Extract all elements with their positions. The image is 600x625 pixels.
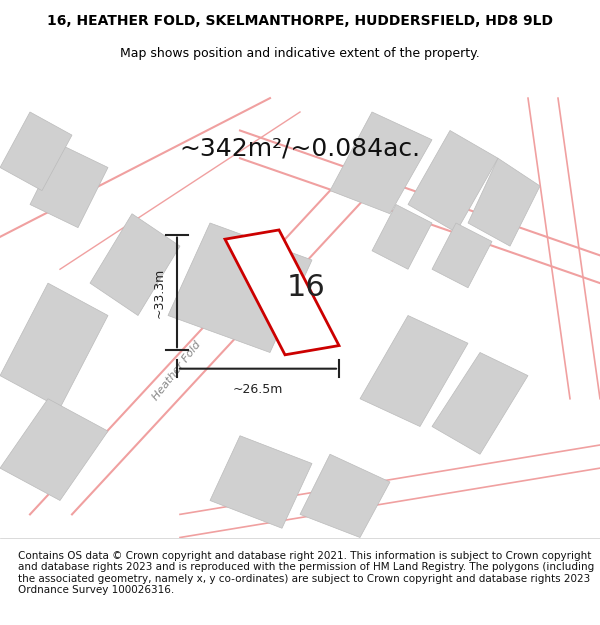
- Text: Heather Fold: Heather Fold: [151, 339, 203, 402]
- Polygon shape: [30, 144, 108, 228]
- Polygon shape: [330, 112, 432, 214]
- Text: ~33.3m: ~33.3m: [152, 268, 166, 318]
- Polygon shape: [225, 230, 339, 355]
- Polygon shape: [168, 223, 312, 352]
- Polygon shape: [0, 112, 72, 191]
- Text: 16: 16: [287, 273, 325, 302]
- Text: ~342m²/~0.084ac.: ~342m²/~0.084ac.: [179, 137, 421, 161]
- Polygon shape: [90, 214, 180, 316]
- Polygon shape: [468, 158, 540, 246]
- Polygon shape: [210, 436, 312, 528]
- Polygon shape: [432, 352, 528, 454]
- Polygon shape: [432, 223, 492, 288]
- Polygon shape: [0, 399, 108, 501]
- Text: Contains OS data © Crown copyright and database right 2021. This information is : Contains OS data © Crown copyright and d…: [18, 551, 594, 596]
- Text: 16, HEATHER FOLD, SKELMANTHORPE, HUDDERSFIELD, HD8 9LD: 16, HEATHER FOLD, SKELMANTHORPE, HUDDERS…: [47, 14, 553, 28]
- Polygon shape: [300, 454, 390, 538]
- Polygon shape: [360, 316, 468, 426]
- Polygon shape: [372, 204, 432, 269]
- Polygon shape: [0, 283, 108, 408]
- Polygon shape: [408, 131, 498, 232]
- Text: ~26.5m: ~26.5m: [233, 383, 283, 396]
- Text: Map shows position and indicative extent of the property.: Map shows position and indicative extent…: [120, 48, 480, 61]
